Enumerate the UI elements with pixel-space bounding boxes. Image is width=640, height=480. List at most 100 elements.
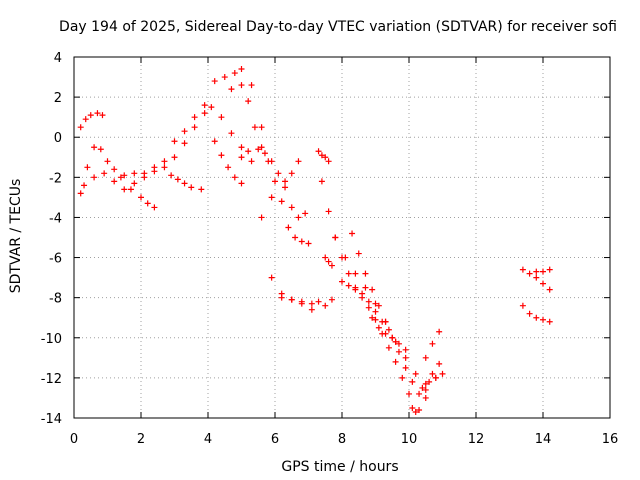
data-point — [282, 178, 289, 185]
data-point — [82, 116, 89, 123]
y-tick-label: -4 — [49, 211, 62, 226]
data-point — [201, 110, 208, 117]
data-point — [161, 164, 168, 171]
data-point — [325, 208, 332, 215]
data-point — [406, 390, 412, 397]
series-s2 — [77, 110, 106, 131]
data-point — [375, 324, 382, 331]
data-point — [238, 154, 245, 161]
data-point — [127, 186, 134, 193]
data-point — [345, 270, 352, 277]
chart-title: Day 194 of 2025, Sidereal Day-to-day VTE… — [59, 19, 617, 35]
data-point — [141, 174, 148, 181]
data-point — [533, 314, 540, 321]
data-point — [416, 406, 423, 413]
data-point — [298, 298, 305, 305]
data-point — [315, 298, 322, 305]
data-point — [131, 170, 138, 177]
data-point — [121, 186, 128, 193]
data-point — [285, 224, 292, 231]
data-point — [268, 158, 275, 165]
data-point — [191, 124, 198, 131]
series-s4 — [117, 174, 158, 211]
data-point — [295, 214, 302, 221]
data-point — [322, 154, 329, 161]
data-point — [251, 124, 258, 131]
data-point — [355, 250, 362, 257]
data-point — [436, 328, 443, 335]
data-point — [352, 286, 359, 293]
y-tick-label: 2 — [54, 91, 62, 106]
data-point — [228, 130, 235, 137]
data-point — [305, 240, 312, 247]
data-point — [258, 124, 265, 131]
data-point — [111, 166, 118, 173]
data-point — [191, 114, 198, 121]
series-s19 — [422, 328, 443, 361]
data-point — [322, 302, 329, 309]
data-point — [372, 300, 379, 307]
data-point — [99, 112, 106, 119]
data-point — [399, 374, 406, 381]
data-point — [365, 304, 372, 311]
data-point — [81, 182, 88, 189]
x-tick-label: 0 — [70, 432, 78, 447]
data-point — [325, 258, 332, 265]
data-point — [439, 370, 446, 377]
data-point — [382, 330, 389, 337]
data-point — [91, 144, 98, 151]
data-points — [77, 66, 553, 415]
y-tick-label: -12 — [41, 372, 62, 387]
data-point — [315, 148, 322, 155]
data-point — [546, 286, 553, 293]
data-point — [546, 318, 553, 325]
data-point — [526, 270, 533, 277]
data-point — [171, 154, 178, 161]
data-point — [372, 308, 379, 315]
data-point — [332, 234, 339, 241]
series-s17 — [369, 314, 409, 353]
data-point — [231, 70, 238, 77]
data-point — [409, 404, 416, 411]
x-tick-label: 10 — [401, 432, 418, 447]
data-point — [261, 150, 268, 157]
data-point — [422, 354, 429, 361]
x-tick-label: 14 — [535, 432, 552, 447]
series-s6 — [211, 138, 245, 187]
data-point — [389, 334, 396, 341]
data-point — [362, 270, 369, 277]
data-point — [225, 164, 232, 171]
data-point — [278, 198, 285, 205]
y-tick-label: -6 — [49, 252, 62, 267]
data-point — [322, 254, 329, 261]
data-point — [211, 78, 218, 85]
data-point — [298, 238, 305, 245]
data-point — [395, 340, 402, 347]
data-point — [402, 364, 409, 371]
data-point — [419, 384, 426, 391]
data-point — [278, 294, 285, 301]
data-point — [432, 374, 439, 381]
data-point — [77, 190, 84, 197]
series-s8 — [238, 146, 309, 221]
data-point — [375, 302, 382, 309]
data-point — [168, 172, 175, 179]
series-s21 — [533, 274, 553, 293]
data-point — [385, 344, 392, 351]
data-point — [151, 168, 158, 175]
data-point — [238, 82, 245, 89]
data-point — [104, 158, 111, 165]
data-point — [382, 318, 389, 325]
series-s5 — [168, 172, 205, 193]
data-point — [171, 138, 178, 145]
data-point — [526, 310, 533, 317]
series-s7 — [228, 82, 312, 247]
data-point — [302, 210, 309, 217]
data-point — [359, 290, 366, 297]
data-point — [87, 112, 94, 119]
data-point — [97, 146, 104, 153]
x-tick-label: 2 — [137, 432, 145, 447]
data-point — [546, 266, 553, 273]
axis-ticks — [73, 56, 611, 419]
y-tick-label: -10 — [41, 332, 62, 347]
